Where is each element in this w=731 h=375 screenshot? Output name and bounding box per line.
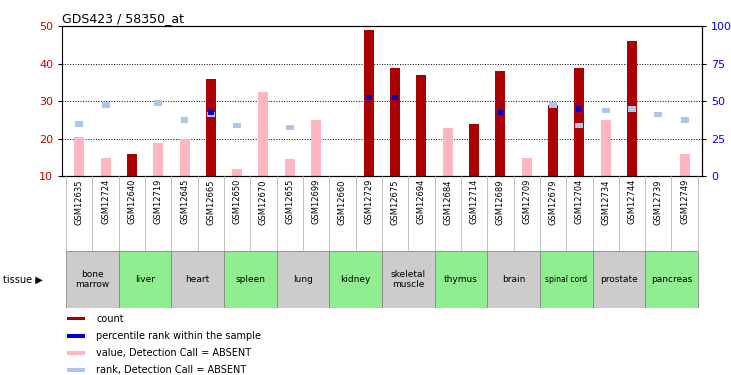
Bar — [232, 169, 242, 176]
FancyBboxPatch shape — [382, 251, 435, 308]
FancyBboxPatch shape — [276, 251, 329, 308]
Bar — [206, 79, 216, 176]
FancyBboxPatch shape — [593, 251, 645, 308]
Bar — [180, 139, 189, 176]
Text: liver: liver — [135, 275, 155, 284]
Bar — [75, 137, 84, 176]
FancyBboxPatch shape — [435, 251, 488, 308]
Bar — [393, 95, 398, 100]
Text: count: count — [96, 314, 124, 324]
Bar — [101, 158, 110, 176]
Text: GDS423 / 58350_at: GDS423 / 58350_at — [62, 12, 184, 25]
Bar — [654, 112, 662, 117]
Bar — [680, 154, 689, 176]
Bar — [417, 75, 426, 176]
Text: thymus: thymus — [444, 275, 478, 284]
Bar — [311, 120, 321, 176]
Bar — [67, 334, 85, 338]
Bar — [522, 158, 531, 176]
Bar — [601, 120, 610, 176]
Bar — [498, 110, 503, 116]
Bar — [233, 123, 241, 128]
Bar — [577, 106, 583, 112]
FancyBboxPatch shape — [66, 251, 118, 308]
Text: tissue ▶: tissue ▶ — [3, 274, 42, 284]
Bar — [628, 106, 636, 112]
Bar — [602, 108, 610, 113]
Text: pancreas: pancreas — [651, 275, 692, 284]
Text: bone
marrow: bone marrow — [75, 270, 110, 289]
Bar — [681, 117, 689, 123]
Bar — [496, 71, 505, 176]
FancyBboxPatch shape — [118, 251, 171, 308]
Bar — [208, 110, 213, 116]
Text: percentile rank within the sample: percentile rank within the sample — [96, 331, 261, 341]
Text: spinal cord: spinal cord — [545, 275, 587, 284]
Bar — [627, 41, 637, 176]
Bar — [154, 100, 162, 106]
Bar — [75, 121, 83, 127]
Text: brain: brain — [502, 275, 526, 284]
Bar — [67, 316, 85, 320]
Text: kidney: kidney — [341, 275, 371, 284]
Bar — [67, 368, 85, 372]
Bar — [549, 102, 557, 108]
FancyBboxPatch shape — [171, 251, 224, 308]
Text: skeletal
muscle: skeletal muscle — [390, 270, 426, 289]
Bar — [207, 112, 215, 117]
Text: spleen: spleen — [235, 275, 265, 284]
FancyBboxPatch shape — [540, 251, 593, 308]
Bar — [469, 124, 479, 176]
Text: value, Detection Call = ABSENT: value, Detection Call = ABSENT — [96, 348, 251, 358]
Text: rank, Detection Call = ABSENT: rank, Detection Call = ABSENT — [96, 365, 246, 375]
Bar — [366, 95, 371, 100]
Text: heart: heart — [186, 275, 210, 284]
FancyBboxPatch shape — [329, 251, 382, 308]
Bar — [127, 154, 137, 176]
Bar — [364, 30, 374, 176]
Bar — [390, 68, 400, 176]
FancyBboxPatch shape — [488, 251, 540, 308]
Bar — [548, 105, 558, 176]
FancyBboxPatch shape — [645, 251, 698, 308]
Bar — [259, 92, 268, 176]
FancyBboxPatch shape — [224, 251, 276, 308]
Bar — [285, 159, 295, 176]
Bar — [575, 68, 584, 176]
Bar — [102, 102, 110, 108]
Text: prostate: prostate — [600, 275, 637, 284]
Bar — [154, 142, 163, 176]
Bar — [181, 117, 189, 123]
Bar — [575, 123, 583, 128]
Bar — [496, 96, 505, 176]
Bar — [67, 351, 85, 355]
Bar — [286, 124, 294, 130]
Bar — [443, 128, 452, 176]
Text: lung: lung — [293, 275, 313, 284]
